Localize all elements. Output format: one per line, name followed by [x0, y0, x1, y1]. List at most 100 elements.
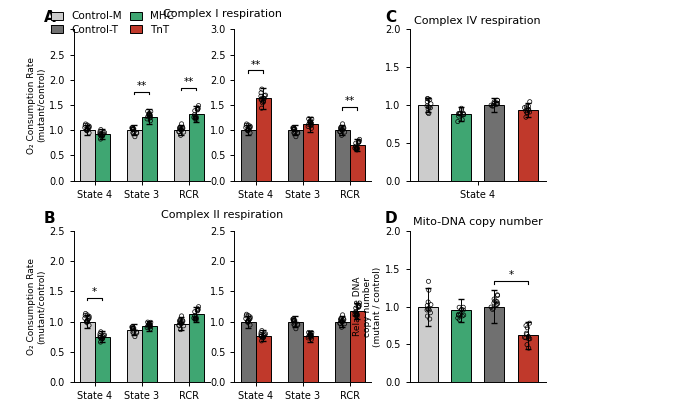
Point [242, 319, 253, 326]
Point [259, 92, 270, 99]
Bar [141, 326, 157, 382]
Point [175, 317, 186, 323]
Point [425, 105, 436, 111]
Point [302, 123, 314, 130]
Point [131, 329, 142, 336]
Point [177, 124, 188, 131]
Point [522, 109, 533, 116]
Point [97, 333, 108, 340]
Point [304, 331, 316, 338]
Point [176, 312, 187, 319]
Point [349, 145, 360, 152]
Point [144, 321, 155, 328]
Point [258, 95, 270, 102]
Point [258, 332, 269, 339]
Point [292, 129, 303, 136]
Point [80, 312, 91, 319]
Point [288, 126, 299, 132]
Point [522, 110, 533, 116]
Point [256, 338, 267, 344]
Point [522, 341, 533, 348]
Point [243, 126, 254, 132]
Point [144, 323, 155, 330]
Point [127, 323, 138, 330]
Point [190, 314, 202, 320]
Point [142, 108, 153, 115]
Point [80, 310, 91, 317]
Point [256, 95, 267, 102]
Point [339, 320, 350, 327]
Point [174, 129, 185, 135]
Point [241, 311, 252, 318]
Legend: Control-M, Control-T, MHC, TnT: Control-M, Control-T, MHC, TnT [47, 7, 178, 39]
Point [453, 312, 464, 319]
Text: Complex I respiration: Complex I respiration [162, 9, 281, 19]
Point [289, 317, 300, 323]
Point [244, 123, 256, 129]
Point [81, 319, 92, 326]
Point [127, 325, 138, 331]
Point [145, 323, 156, 330]
Point [83, 315, 94, 321]
Point [127, 124, 138, 131]
Point [176, 127, 187, 134]
Point [337, 126, 348, 132]
Point [131, 130, 142, 136]
Point [145, 319, 156, 326]
Point [304, 118, 316, 125]
Point [242, 126, 253, 133]
Point [94, 332, 106, 339]
Point [82, 317, 93, 324]
Point [306, 122, 317, 129]
Point [260, 92, 271, 98]
Point [522, 324, 533, 331]
Point [94, 331, 106, 337]
Point [351, 145, 362, 152]
Point [83, 313, 94, 320]
Point [523, 103, 534, 110]
Point [354, 303, 365, 310]
Point [335, 315, 346, 322]
Point [98, 332, 109, 339]
Bar [80, 130, 94, 181]
Point [303, 329, 314, 336]
Point [242, 319, 253, 326]
Point [351, 313, 363, 320]
Point [353, 138, 364, 144]
Point [523, 107, 534, 113]
Point [81, 126, 92, 133]
Point [421, 102, 433, 109]
Point [130, 133, 141, 140]
Point [454, 317, 466, 323]
Point [243, 122, 254, 129]
Y-axis label: O₂ Consumption Rate
(mutant/control): O₂ Consumption Rate (mutant/control) [27, 258, 46, 355]
Text: **: ** [183, 77, 194, 87]
Point [177, 317, 188, 324]
Bar [174, 323, 189, 382]
Point [492, 97, 503, 104]
Point [190, 113, 202, 120]
Point [129, 328, 140, 334]
Point [426, 301, 437, 308]
Point [94, 128, 106, 135]
Point [175, 132, 186, 139]
Point [243, 317, 254, 324]
Bar [350, 311, 365, 382]
Bar [288, 322, 302, 382]
Point [292, 321, 303, 328]
Text: D: D [385, 211, 398, 226]
Point [82, 126, 93, 132]
Bar [518, 110, 538, 181]
Point [81, 318, 92, 325]
Point [350, 312, 361, 319]
Point [336, 124, 347, 131]
Point [80, 121, 91, 127]
Point [81, 318, 92, 325]
Point [259, 331, 270, 338]
Point [423, 106, 434, 113]
Point [455, 110, 466, 117]
Point [489, 99, 500, 106]
Bar [302, 336, 318, 382]
Point [144, 320, 155, 327]
Point [79, 315, 90, 322]
